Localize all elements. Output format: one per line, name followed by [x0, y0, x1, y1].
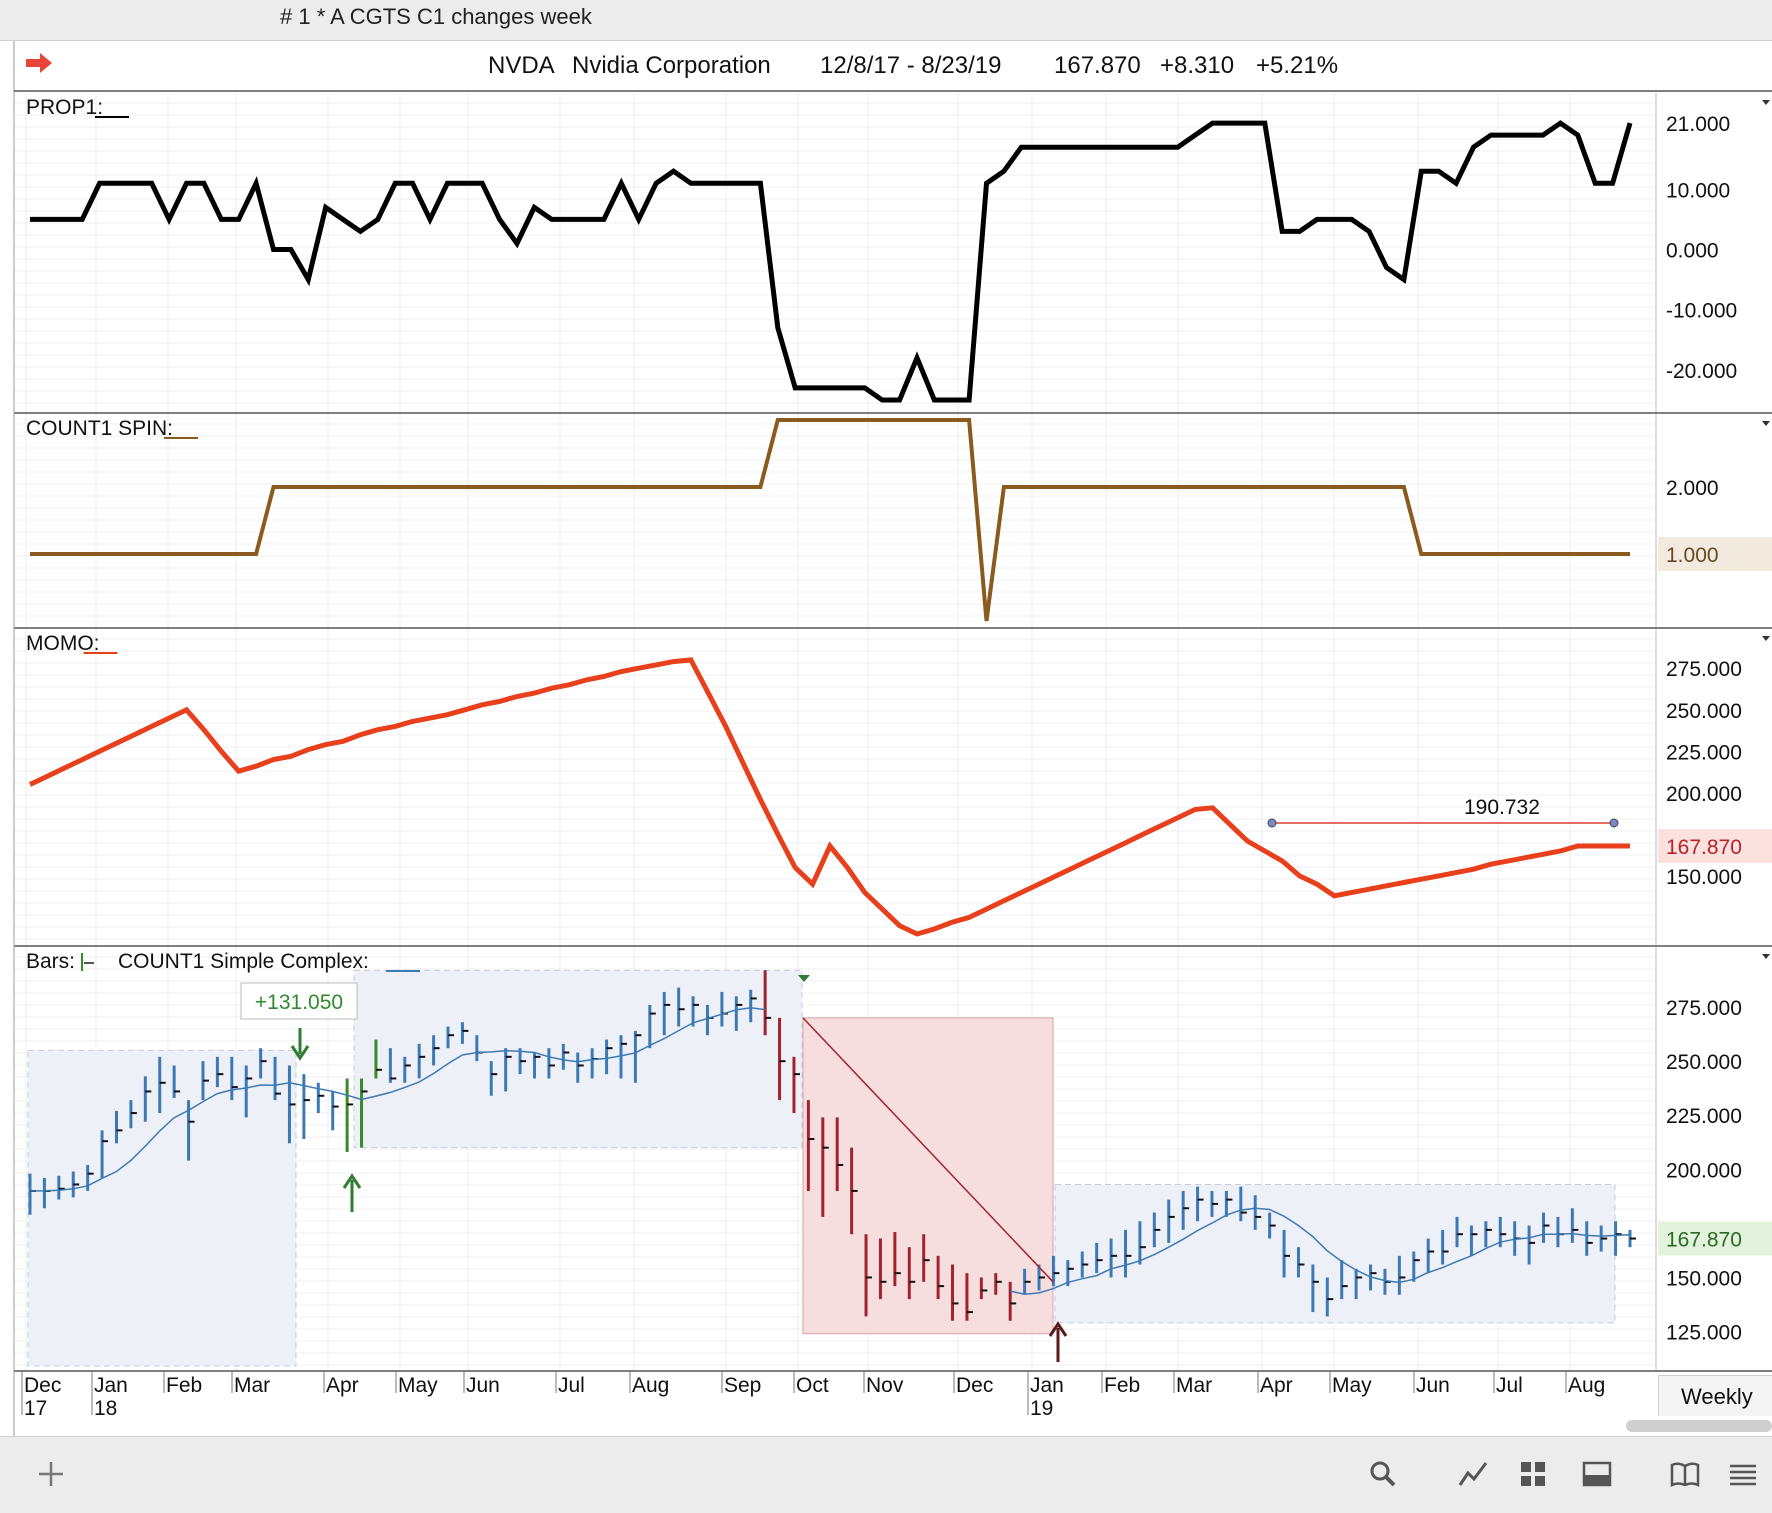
decline-line: [802, 1017, 1054, 1283]
x-tick-label: Dec: [24, 1374, 61, 1397]
panel-menu-icon: [1762, 954, 1770, 959]
bottom-toolbar: [0, 1436, 1772, 1513]
zone-box: [27, 1049, 297, 1367]
x-tick-label: Aug: [632, 1374, 669, 1397]
x-tick-label: Apr: [1260, 1374, 1293, 1397]
panel-label: MOMO:: [26, 632, 100, 655]
y-tick-label: 225.000: [1666, 741, 1742, 764]
panel-label: PROP1:: [26, 96, 103, 119]
timeframe-label: Weekly: [1681, 1384, 1753, 1409]
x-tick-label: Aug: [1568, 1374, 1605, 1397]
up-arrow-icon: [342, 1173, 362, 1212]
menu-icon[interactable]: [1726, 1457, 1760, 1491]
y-tick-label: -10.000: [1666, 300, 1737, 323]
x-tick-label: Nov: [866, 1374, 904, 1397]
x-tick-label: May: [1332, 1374, 1372, 1397]
up-arrow-icon: [1048, 1321, 1068, 1362]
y-tick-label: -20.000: [1666, 360, 1737, 383]
panel-layout-icon[interactable]: [1580, 1457, 1614, 1491]
x-tick-label: Sep: [724, 1374, 761, 1397]
search-icon[interactable]: [1366, 1457, 1400, 1491]
panel-label: COUNT1 Simple Complex:: [118, 950, 369, 973]
horizontal-scrollbar[interactable]: [1626, 1420, 1772, 1432]
date-range: 12/8/17 - 8/23/19: [820, 52, 1002, 79]
x-tick-label: Jul: [558, 1374, 585, 1397]
company-name: Nvidia Corporation: [572, 52, 771, 79]
average-line: [30, 1006, 766, 1192]
y-tick-label: 21.000: [1666, 113, 1730, 136]
panel-menu-icon: [1762, 100, 1770, 105]
panel-label: Bars:: [26, 950, 75, 973]
x-tick-label: Oct: [796, 1374, 829, 1397]
last-value-label: 1.000: [1666, 544, 1719, 567]
annotation-point: [1267, 818, 1277, 828]
panel-bg: [14, 629, 1772, 945]
red-arrow-icon[interactable]: [24, 51, 54, 75]
annotation-point: [1609, 818, 1619, 828]
marker-icon: [798, 975, 810, 982]
y-tick-label: 200.000: [1666, 783, 1742, 806]
last-value-box: [1658, 537, 1772, 571]
x-tick-label: Apr: [326, 1374, 359, 1397]
y-tick-label: 0.000: [1666, 239, 1719, 262]
y-tick-label: 225.000: [1666, 1105, 1742, 1128]
chart-header: NVDA Nvidia Corporation 12/8/17 - 8/23/1…: [14, 41, 1772, 91]
annotation-label: 190.732: [1464, 796, 1540, 819]
y-tick-label: 150.000: [1666, 866, 1742, 889]
series-line: [30, 120, 1633, 403]
y-tick-label: 125.000: [1666, 1322, 1742, 1345]
y-tick-label: 150.000: [1666, 1267, 1742, 1290]
book-icon[interactable]: [1668, 1457, 1702, 1491]
x-tick-label: Mar: [1176, 1374, 1212, 1397]
price-change: +8.310: [1160, 52, 1235, 79]
last-value-label: 167.870: [1666, 836, 1742, 859]
y-tick-label: 250.000: [1666, 1051, 1742, 1074]
x-tick-label: Feb: [166, 1374, 202, 1397]
y-tick-label: 200.000: [1666, 1159, 1742, 1182]
x-tick-label: May: [398, 1374, 438, 1397]
line-chart-icon[interactable]: [1456, 1457, 1490, 1491]
x-tick-label: Jun: [1416, 1374, 1450, 1397]
y-tick-label: 10.000: [1666, 179, 1730, 202]
y-tick-label: 250.000: [1666, 700, 1742, 723]
last-value-box: [1658, 828, 1772, 863]
symbol: NVDA: [488, 52, 555, 79]
y-tick-label: 275.000: [1666, 658, 1742, 681]
x-tick-label: Jun: [466, 1374, 500, 1397]
y-tick-label: 275.000: [1666, 997, 1742, 1020]
signal-label: +131.050: [255, 991, 343, 1014]
grid-icon[interactable]: [1516, 1457, 1550, 1491]
panel-label: COUNT1 SPIN:: [26, 417, 173, 440]
last-value-label: 167.870: [1666, 1229, 1742, 1252]
series-line: [28, 657, 1630, 937]
window-title: # 1 * A CGTS C1 changes week: [280, 4, 592, 29]
x-tick-label: Jul: [1496, 1374, 1523, 1397]
down-arrow-icon: [290, 1028, 310, 1061]
year-label: 19: [1030, 1397, 1053, 1420]
window-titlebar: # 1 * A CGTS C1 changes week: [0, 0, 1772, 41]
zone-box: [802, 1017, 1054, 1335]
x-tick-label: Jan: [94, 1374, 128, 1397]
panel-menu-icon: [1762, 636, 1770, 641]
series-line: [30, 418, 1630, 622]
year-label: 18: [94, 1397, 117, 1420]
zone-box: [1054, 1183, 1616, 1324]
average-line: [1010, 1207, 1631, 1295]
panel-menu-icon: [1762, 421, 1770, 426]
panel-bg: [14, 93, 1772, 412]
x-tick-label: Jan: [1030, 1374, 1064, 1397]
x-tick-label: Feb: [1104, 1374, 1140, 1397]
chart-area[interactable]: PROP1: 21.000 10.000 0.000 -10.000 -20.000 COU…: [0, 0, 1772, 1436]
price-change-pct: +5.21%: [1256, 52, 1339, 79]
x-tick-label: Dec: [956, 1374, 993, 1397]
plus-icon[interactable]: [34, 1457, 68, 1491]
y-tick-label: 2.000: [1666, 477, 1719, 500]
last-value-box: [1658, 1221, 1772, 1256]
last-price: 167.870: [1054, 52, 1141, 79]
signal-label-box: [240, 982, 358, 1020]
x-tick-label: Mar: [234, 1374, 270, 1397]
timeframe-selector[interactable]: Weekly: [1658, 1375, 1772, 1416]
year-label: 17: [24, 1397, 47, 1420]
